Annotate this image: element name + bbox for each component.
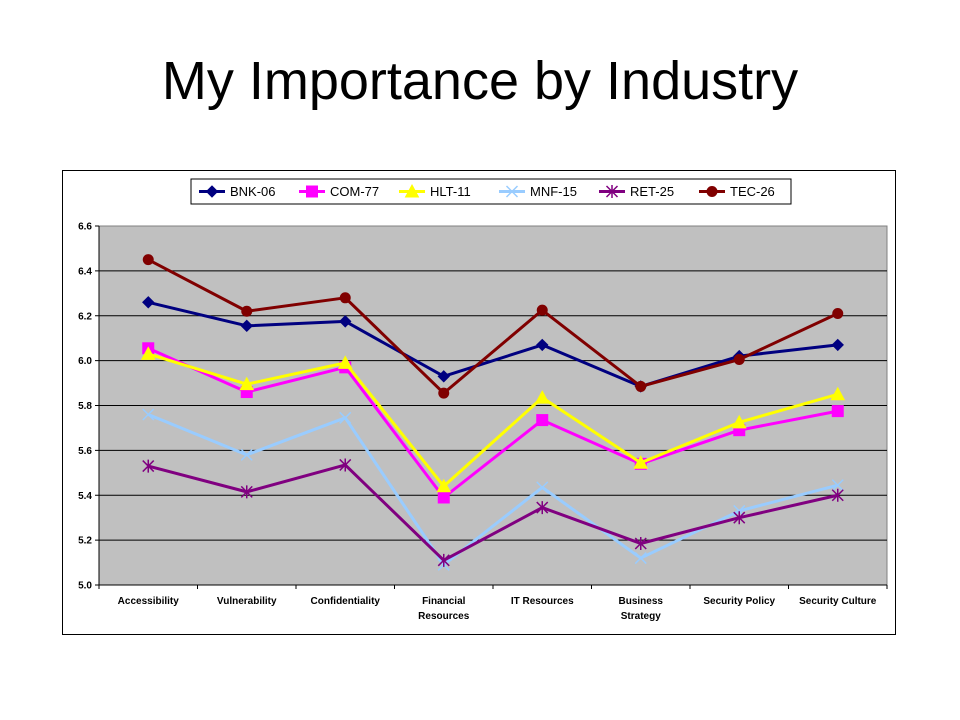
series-line-hlt-11 bbox=[147, 352, 839, 488]
data-point-tec-26 bbox=[142, 254, 154, 266]
y-tick-label: 5.2 bbox=[78, 536, 92, 547]
data-point-tec-26 bbox=[536, 304, 548, 316]
data-point-ret-25 bbox=[437, 553, 450, 567]
x-tick-label: Business bbox=[619, 596, 664, 607]
series-line-bnk-06 bbox=[147, 300, 838, 388]
data-point-bnk-06 bbox=[240, 319, 253, 333]
data-point-ret-25 bbox=[831, 488, 844, 502]
slide-title: My Importance by Industry bbox=[161, 51, 799, 111]
data-point-ret-25 bbox=[339, 458, 352, 472]
x-tick-label: IT Resources bbox=[511, 596, 574, 607]
legend-label-com-77: COM-77 bbox=[330, 184, 379, 199]
data-point-mnf-15 bbox=[339, 411, 352, 424]
data-point-mnf-15 bbox=[240, 448, 253, 461]
legend-label-bnk-06: BNK-06 bbox=[230, 184, 276, 199]
data-point-mnf-15 bbox=[831, 479, 844, 492]
data-point-hlt-11 bbox=[337, 355, 353, 369]
x-tick-label: Security Culture bbox=[799, 596, 877, 607]
series-line-com-77 bbox=[147, 346, 839, 499]
data-point-tec-26 bbox=[635, 380, 647, 392]
legend-label-hlt-11: HLT-11 bbox=[430, 184, 471, 199]
legend-marker-tec-26 bbox=[706, 186, 718, 197]
data-point-hlt-11 bbox=[436, 478, 452, 493]
x-tick-label: Financial bbox=[422, 596, 466, 607]
data-point-tec-26 bbox=[241, 305, 253, 317]
data-point-tec-26 bbox=[832, 308, 844, 320]
series-line-mnf-15 bbox=[147, 413, 839, 567]
x-tick-label: Security Policy bbox=[703, 596, 775, 607]
data-point-hlt-11 bbox=[534, 390, 550, 404]
series-line-ret-25 bbox=[147, 463, 839, 562]
data-point-bnk-06 bbox=[339, 315, 352, 328]
data-point-ret-25 bbox=[536, 501, 549, 515]
data-point-bnk-06 bbox=[142, 296, 155, 309]
y-tick-label: 6.4 bbox=[78, 266, 92, 277]
legend-marker-ret-25 bbox=[605, 185, 619, 198]
x-tick-label: Strategy bbox=[621, 611, 661, 622]
data-point-bnk-06 bbox=[831, 338, 844, 352]
chart-frame: 5.0 5.2 5.4 5.6 5.8 6.0 6.2 6.4 6.6 Accessibility… bbox=[62, 170, 896, 635]
data-point-ret-25 bbox=[733, 511, 746, 525]
x-tick-label: Confidentiality bbox=[311, 596, 381, 607]
line-chart: 5.0 5.2 5.4 5.6 5.8 6.0 6.2 6.4 6.6 Accessibility… bbox=[78, 178, 888, 622]
data-point-bnk-06 bbox=[437, 370, 450, 383]
legend-marker-bnk-06 bbox=[205, 185, 219, 198]
data-point-hlt-11 bbox=[140, 346, 156, 360]
data-point-tec-26 bbox=[339, 292, 351, 304]
y-tick-label: 6.2 bbox=[78, 311, 92, 322]
y-tick-label: 5.4 bbox=[78, 491, 92, 502]
legend-marker-mnf-15 bbox=[505, 185, 519, 198]
x-tick-label: Accessibility bbox=[118, 596, 180, 607]
data-point-ret-25 bbox=[634, 536, 647, 550]
legend-marker-com-77 bbox=[306, 185, 318, 198]
data-point-com-77 bbox=[831, 405, 844, 418]
y-tick-label: 5.8 bbox=[78, 401, 92, 412]
data-point-hlt-11 bbox=[239, 376, 255, 391]
legend-label-tec-26: TEC-26 bbox=[730, 184, 775, 199]
data-point-tec-26 bbox=[438, 387, 450, 399]
y-tick-label: 5.6 bbox=[78, 446, 92, 457]
legend bbox=[190, 178, 792, 205]
data-point-mnf-15 bbox=[142, 408, 155, 421]
x-tick-label: Resources bbox=[418, 611, 470, 622]
data-point-ret-25 bbox=[142, 459, 155, 473]
data-point-ret-25 bbox=[240, 485, 253, 499]
data-point-tec-26 bbox=[733, 354, 745, 366]
y-tick-label: 6.0 bbox=[78, 356, 92, 367]
data-point-hlt-11 bbox=[633, 455, 649, 469]
legend-marker-hlt-11 bbox=[404, 183, 420, 198]
data-point-mnf-15 bbox=[634, 552, 647, 565]
data-point-mnf-15 bbox=[536, 481, 549, 494]
series-line-tec-26 bbox=[147, 258, 839, 395]
data-point-bnk-06 bbox=[536, 338, 549, 352]
data-point-hlt-11 bbox=[731, 414, 747, 429]
y-tick-label: 5.0 bbox=[78, 581, 92, 592]
legend-label-mnf-15: MNF-15 bbox=[530, 184, 577, 199]
y-tick-label: 6.6 bbox=[78, 222, 92, 233]
data-point-com-77 bbox=[437, 491, 450, 504]
data-point-hlt-11 bbox=[830, 386, 846, 401]
data-point-com-77 bbox=[536, 414, 549, 427]
legend-label-ret-25: RET-25 bbox=[630, 184, 674, 199]
x-tick-label: Vulnerability bbox=[217, 596, 277, 607]
